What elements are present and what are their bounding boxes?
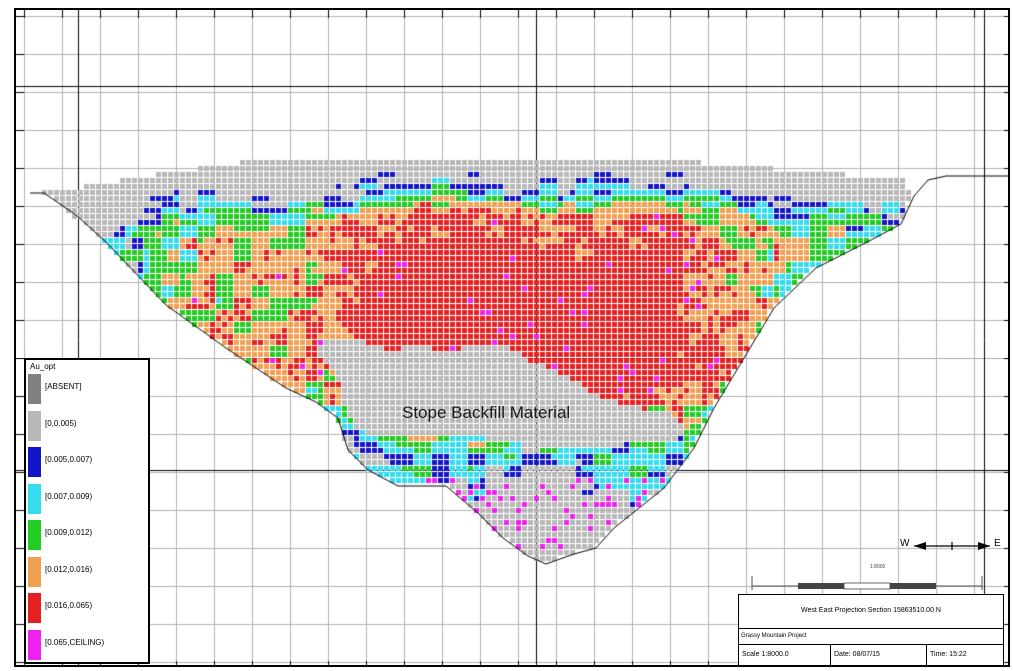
legend-title: Au_opt xyxy=(30,362,56,371)
legend-label: [0.016,0.065) xyxy=(45,601,93,610)
legend-swatch xyxy=(28,483,41,514)
legend-swatch xyxy=(28,447,41,477)
scale-bar-label: 1:8000 xyxy=(870,564,886,570)
date-value: Date: 08/07/15 xyxy=(834,651,880,658)
legend-item: [0.016,0.065) xyxy=(28,593,146,623)
east-label: E xyxy=(994,538,1001,549)
legend-swatch xyxy=(28,520,41,550)
project-row: Grassy Mountain Project xyxy=(739,629,1003,645)
legend-swatch xyxy=(28,629,41,660)
scale-value: Scale 1:8000.0 xyxy=(742,651,789,658)
time-value: Time: 15:22 xyxy=(930,651,967,658)
direction-arrow: W E xyxy=(900,537,1004,555)
meta-row: Scale 1:8000.0 Date: 08/07/15 Time: 15:2… xyxy=(739,645,1003,665)
scale-cell: Scale 1:8000.0 xyxy=(739,645,831,665)
legend-label: [0,0.005) xyxy=(45,418,77,428)
legend-item: [0.065,CEILING) xyxy=(28,629,146,660)
legend-item: [0.005,0.007) xyxy=(28,447,146,477)
legend-item: [0,0.005) xyxy=(28,410,146,441)
title-row: West East Projection Section 15863510.00… xyxy=(739,595,1003,629)
legend-swatch xyxy=(28,374,41,404)
legend: Au_opt [ABSENT] [0,0.005) [0.005,0.007) [0.… xyxy=(24,358,150,664)
legend-swatch xyxy=(28,593,41,623)
legend-label: [0.005,0.007) xyxy=(45,455,93,464)
time-cell: Time: 15:22 xyxy=(927,645,1003,665)
legend-item: [0.012,0.016) xyxy=(28,556,146,587)
legend-label: [0.012,0.016) xyxy=(45,564,93,574)
legend-swatch xyxy=(28,410,41,441)
legend-item: [0.007,0.009) xyxy=(28,483,146,514)
scale-bar-graphic xyxy=(751,576,983,590)
legend-swatch xyxy=(28,556,41,587)
legend-label: [ABSENT] xyxy=(45,382,82,391)
legend-item: [0.009,0.012) xyxy=(28,520,146,550)
west-label: W xyxy=(900,538,910,549)
map-frame: Stope Backfill Material Au_opt [ABSENT] [… xyxy=(14,8,1010,667)
legend-label: [0.065,CEILING) xyxy=(45,637,105,647)
project-name: Grassy Mountain Project xyxy=(741,633,807,639)
stope-backfill-label: Stope Backfill Material xyxy=(402,403,571,422)
arrow-icon xyxy=(914,542,990,550)
date-cell: Date: 08/07/15 xyxy=(831,645,927,665)
legend-item: [ABSENT] xyxy=(28,374,146,404)
section-title: West East Projection Section 15863510.00… xyxy=(801,607,941,614)
scale-bar: 1:8000 xyxy=(732,562,998,594)
title-block: West East Projection Section 15863510.00… xyxy=(738,594,1004,665)
block-model-section xyxy=(16,10,1008,665)
legend-label: [0.009,0.012) xyxy=(45,528,93,537)
legend-label: [0.007,0.009) xyxy=(45,491,93,501)
